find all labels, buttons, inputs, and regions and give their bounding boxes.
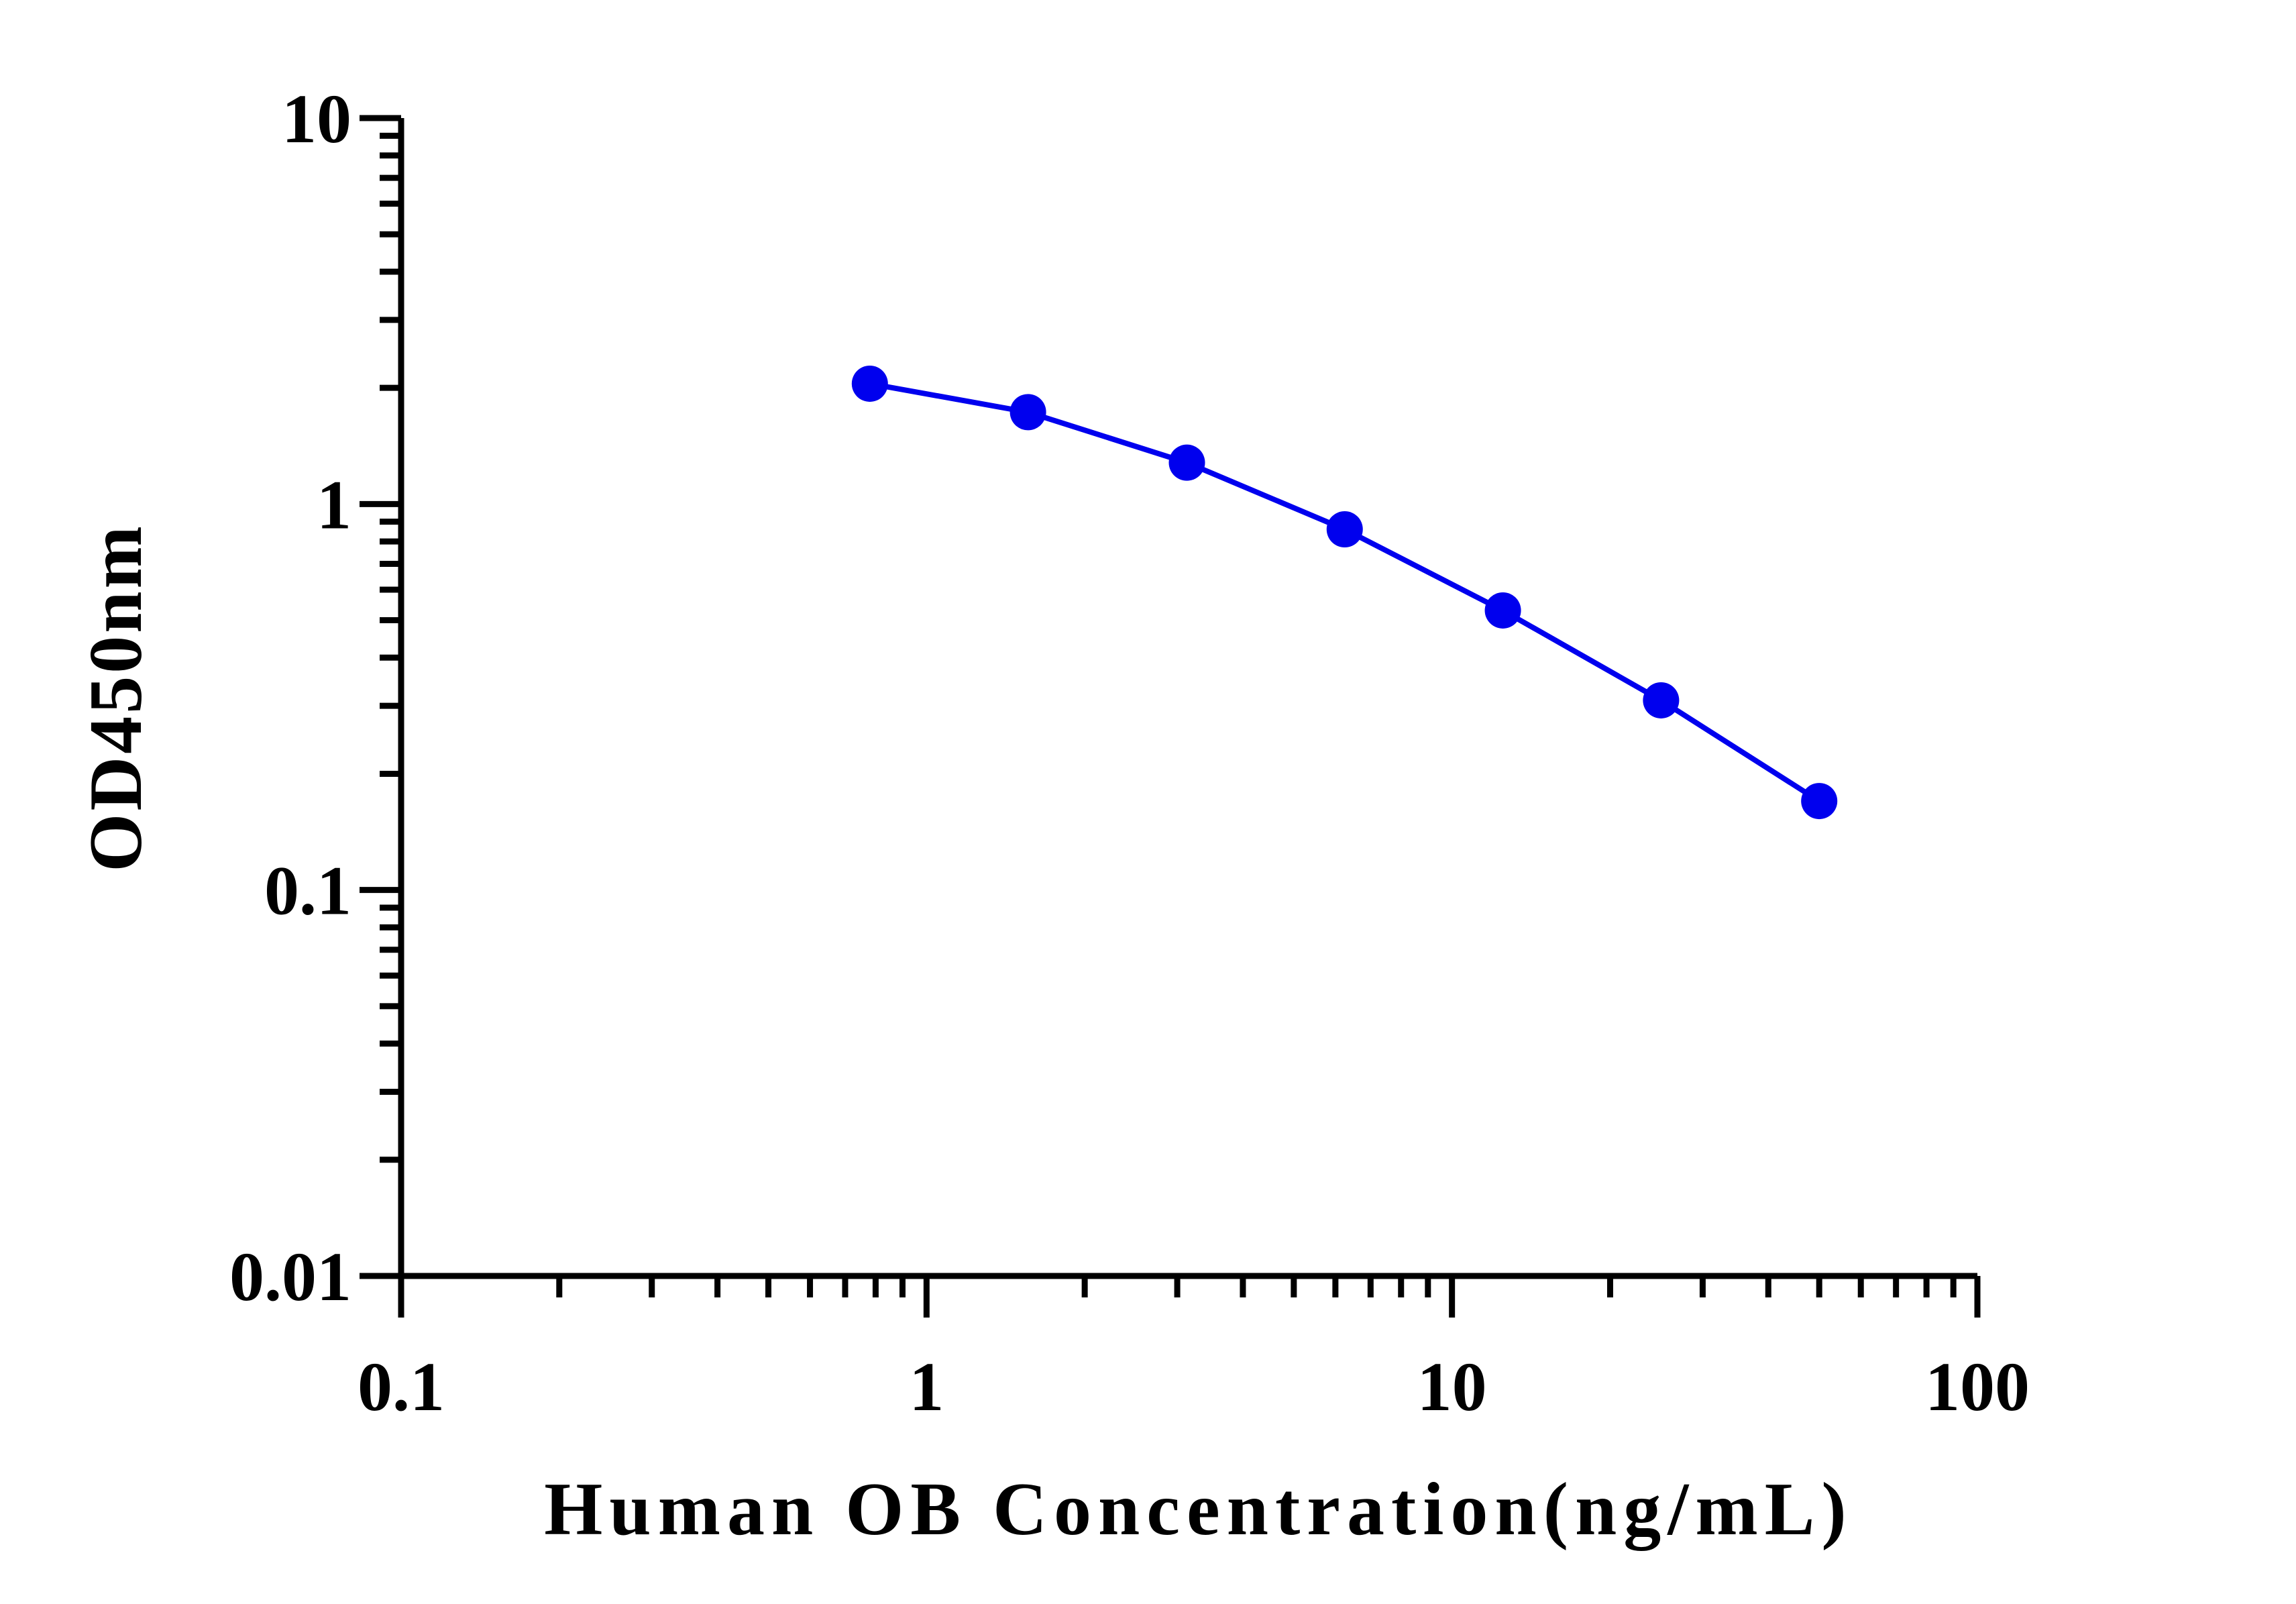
x-axis-title: Human OB Concentration(ng/mL) [544, 1468, 1853, 1551]
data-point [1168, 444, 1205, 481]
y-tick-label: 0.1 [264, 853, 351, 930]
series [851, 365, 1838, 820]
axes [398, 118, 1977, 1279]
data-point [1484, 592, 1521, 629]
y-tick-label: 0.01 [229, 1238, 351, 1316]
y-tick-label: 10 [282, 81, 351, 158]
y-tick-label: 1 [317, 466, 351, 543]
data-point [1009, 394, 1046, 431]
data-point [1643, 682, 1680, 718]
x-tick-label: 100 [1925, 1348, 2030, 1426]
y-axis-title: OD450nm [74, 523, 158, 872]
data-point [851, 365, 888, 402]
x-tick-label: 10 [1417, 1348, 1487, 1426]
data-point [1801, 783, 1838, 820]
ticks [360, 115, 1981, 1318]
x-tick-label: 0.1 [358, 1348, 445, 1426]
data-point [1326, 511, 1363, 548]
x-tick-label: 1 [909, 1348, 944, 1426]
series-line [869, 381, 1821, 804]
